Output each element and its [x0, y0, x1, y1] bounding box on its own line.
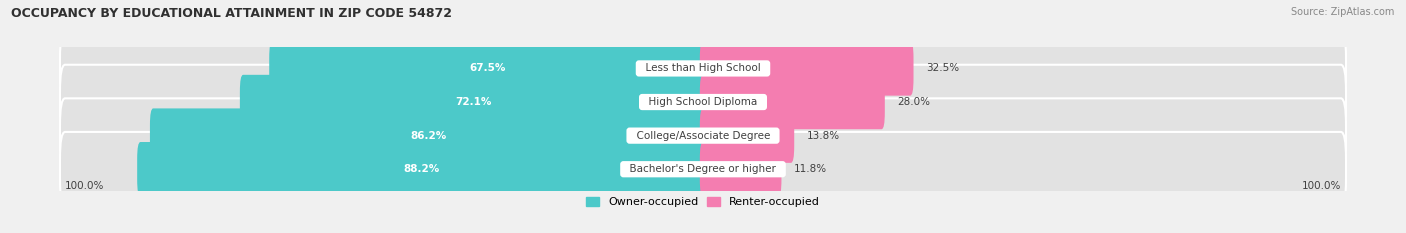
Text: 100.0%: 100.0% — [65, 181, 104, 191]
FancyBboxPatch shape — [60, 132, 1346, 206]
Text: 86.2%: 86.2% — [411, 131, 446, 141]
FancyBboxPatch shape — [700, 41, 914, 96]
FancyBboxPatch shape — [60, 31, 1346, 106]
FancyBboxPatch shape — [700, 142, 782, 196]
Text: 72.1%: 72.1% — [456, 97, 491, 107]
FancyBboxPatch shape — [240, 75, 706, 129]
FancyBboxPatch shape — [700, 75, 884, 129]
Text: College/Associate Degree: College/Associate Degree — [630, 131, 776, 141]
FancyBboxPatch shape — [60, 65, 1346, 139]
Text: 100.0%: 100.0% — [1302, 181, 1341, 191]
FancyBboxPatch shape — [138, 142, 706, 196]
Text: 28.0%: 28.0% — [897, 97, 931, 107]
Text: 88.2%: 88.2% — [404, 164, 440, 174]
Text: 13.8%: 13.8% — [807, 131, 841, 141]
Text: 67.5%: 67.5% — [470, 63, 506, 73]
Legend: Owner-occupied, Renter-occupied: Owner-occupied, Renter-occupied — [581, 192, 825, 212]
Text: Source: ZipAtlas.com: Source: ZipAtlas.com — [1291, 7, 1395, 17]
Text: OCCUPANCY BY EDUCATIONAL ATTAINMENT IN ZIP CODE 54872: OCCUPANCY BY EDUCATIONAL ATTAINMENT IN Z… — [11, 7, 453, 20]
Text: Bachelor's Degree or higher: Bachelor's Degree or higher — [623, 164, 783, 174]
Text: 11.8%: 11.8% — [794, 164, 827, 174]
Text: 32.5%: 32.5% — [927, 63, 959, 73]
FancyBboxPatch shape — [269, 41, 706, 96]
FancyBboxPatch shape — [150, 108, 706, 163]
Text: Less than High School: Less than High School — [638, 63, 768, 73]
FancyBboxPatch shape — [700, 108, 794, 163]
FancyBboxPatch shape — [60, 98, 1346, 173]
Text: High School Diploma: High School Diploma — [643, 97, 763, 107]
